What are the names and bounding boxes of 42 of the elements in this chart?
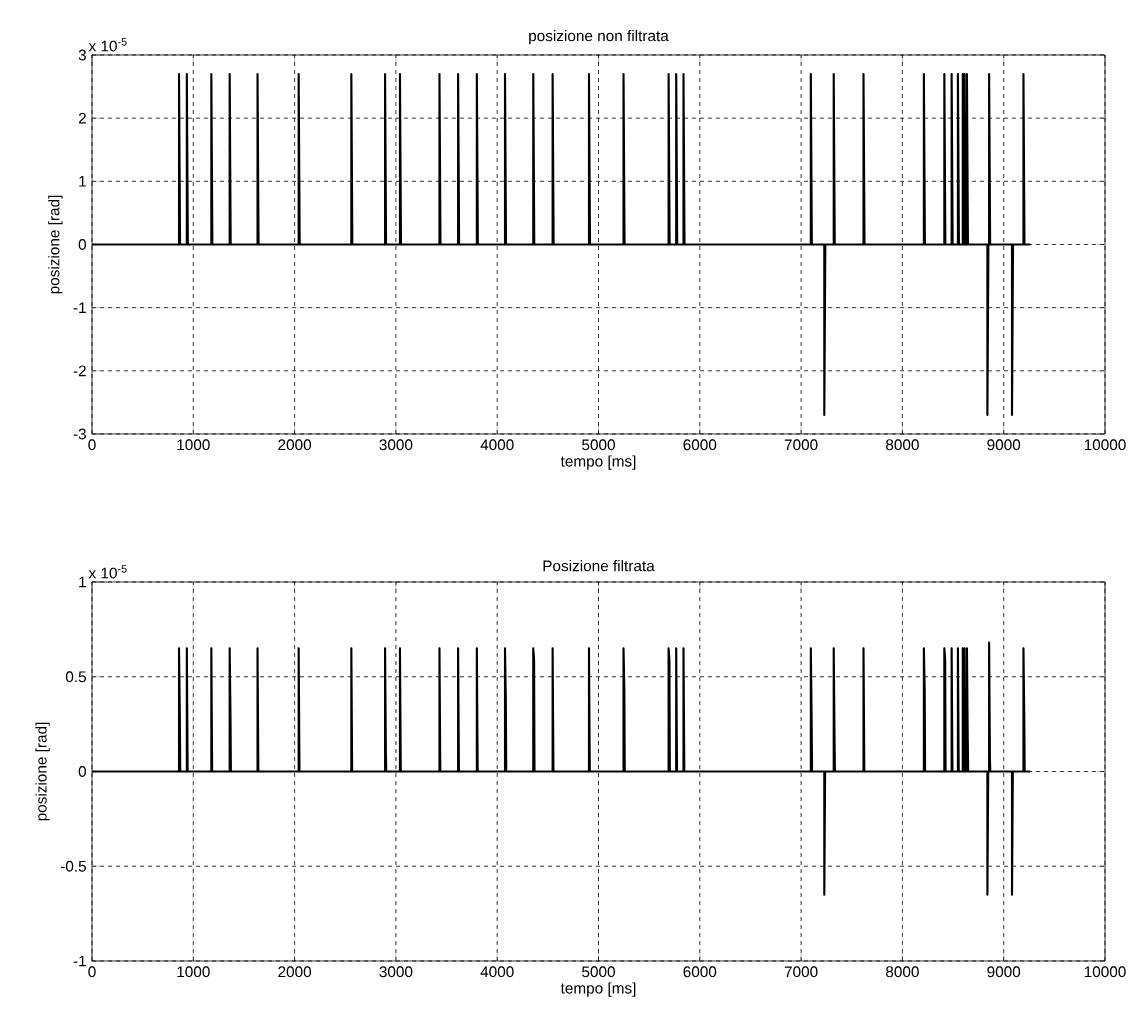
x-tick-label: 5000: [582, 439, 615, 451]
x-tick-label: 10000: [1084, 966, 1126, 978]
y-tick-label: -0.5: [60, 860, 86, 872]
x-tick-label: 0: [88, 966, 96, 978]
x-axis-title: tempo [ms]: [560, 455, 636, 470]
x-tick-label: 7000: [784, 439, 818, 451]
y-tick-label: -2: [73, 365, 86, 377]
chart-title: Posizione filtrata: [543, 560, 655, 572]
y-tick-label: 0: [78, 766, 87, 777]
x-tick-label: 4000: [480, 439, 514, 451]
x-tick-label: 10000: [1084, 439, 1126, 451]
y-tick-label: -1: [73, 955, 86, 967]
x-tick-label: 0: [88, 439, 96, 451]
x-tick-label: 6000: [683, 439, 717, 451]
y-tick-label: 0.5: [65, 671, 86, 683]
x-tick-label: 2000: [278, 439, 312, 451]
x-tick-label: 6000: [683, 966, 717, 978]
y-tick-label: 1: [79, 576, 86, 588]
x-tick-label: 7000: [784, 966, 818, 978]
x-tick-label: 1000: [177, 439, 210, 451]
y-tick-label: -3: [73, 428, 86, 440]
y-tick-label: 2: [78, 112, 86, 124]
x-tick-label: 1000: [177, 966, 210, 978]
y-axis-title: posizione [rad]: [35, 722, 50, 821]
y-tick-label: 3: [78, 49, 86, 61]
x-tick-label: 5000: [582, 966, 615, 978]
y-tick-label: -1: [73, 302, 86, 313]
y-axis-title: posizione [rad]: [48, 195, 63, 294]
x-tick-label: 2000: [278, 966, 312, 978]
x-tick-label: 3000: [379, 439, 413, 451]
text: x 10$^{-5}$: [88, 38, 127, 52]
x-tick-label: 8000: [886, 966, 919, 978]
y-tick-label: 0: [78, 239, 87, 250]
x-tick-label: 3000: [379, 966, 413, 978]
x-tick-label: 9000: [987, 966, 1021, 978]
y-tick-label: 1: [79, 176, 86, 187]
x-tick-label: 4000: [480, 966, 514, 978]
text: x 10$^{-5}$: [88, 565, 127, 579]
chart-title: posizione non filtrata: [529, 30, 669, 45]
x-axis-title: tempo [ms]: [560, 982, 636, 997]
x-tick-label: 9000: [987, 439, 1021, 451]
x-tick-label: 8000: [886, 439, 919, 451]
